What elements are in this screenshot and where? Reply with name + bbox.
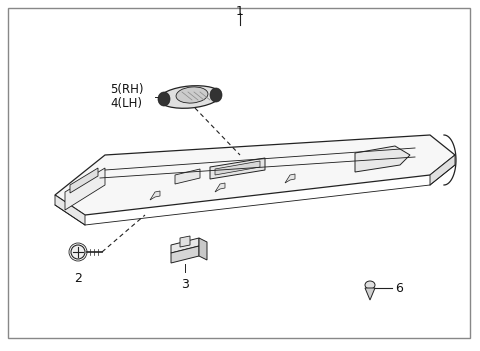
Ellipse shape	[158, 92, 170, 106]
Polygon shape	[210, 158, 265, 179]
Polygon shape	[180, 236, 190, 247]
Polygon shape	[65, 168, 105, 210]
Polygon shape	[215, 161, 260, 175]
Text: 4(LH): 4(LH)	[110, 98, 142, 111]
Polygon shape	[430, 155, 455, 185]
Text: 1: 1	[236, 5, 244, 18]
Polygon shape	[199, 238, 207, 260]
Ellipse shape	[159, 86, 221, 108]
Polygon shape	[171, 246, 199, 263]
Polygon shape	[55, 195, 85, 225]
Ellipse shape	[210, 88, 222, 102]
Ellipse shape	[365, 281, 375, 289]
Polygon shape	[355, 146, 410, 172]
Text: 5(RH): 5(RH)	[110, 84, 144, 97]
Polygon shape	[175, 169, 200, 184]
Text: 2: 2	[74, 272, 82, 285]
Ellipse shape	[176, 87, 208, 103]
Polygon shape	[70, 168, 98, 193]
Polygon shape	[365, 288, 375, 300]
Polygon shape	[285, 174, 295, 183]
Text: 6: 6	[395, 282, 403, 294]
Text: 3: 3	[181, 278, 189, 291]
Ellipse shape	[71, 245, 85, 259]
Polygon shape	[215, 183, 225, 192]
Polygon shape	[150, 191, 160, 200]
Polygon shape	[55, 135, 455, 215]
Polygon shape	[171, 238, 199, 253]
